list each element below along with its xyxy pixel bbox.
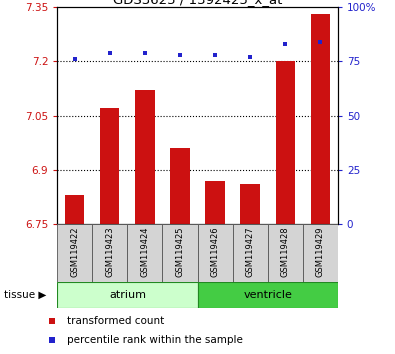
Bar	[135, 90, 154, 224]
Bar	[275, 61, 295, 224]
Bar	[241, 184, 260, 224]
Text: ventricle: ventricle	[243, 290, 292, 300]
Bar	[57, 224, 92, 282]
Text: GSM119427: GSM119427	[246, 227, 255, 278]
Bar	[100, 108, 120, 224]
Text: GSM119422: GSM119422	[70, 227, 79, 278]
Bar	[127, 224, 162, 282]
Text: GSM119425: GSM119425	[175, 227, 184, 278]
Bar	[170, 148, 190, 224]
Bar	[198, 224, 233, 282]
Bar	[65, 195, 85, 224]
Bar	[267, 224, 303, 282]
Text: GSM119426: GSM119426	[211, 227, 220, 278]
Text: tissue ▶: tissue ▶	[4, 290, 46, 300]
Text: GSM119428: GSM119428	[280, 227, 290, 278]
Text: GSM119424: GSM119424	[140, 227, 149, 278]
Bar	[310, 14, 330, 224]
Bar	[162, 224, 198, 282]
Bar	[92, 224, 127, 282]
Title: GDS3625 / 1392425_x_at: GDS3625 / 1392425_x_at	[113, 0, 282, 6]
Bar	[198, 282, 338, 308]
Text: GSM119423: GSM119423	[105, 227, 115, 278]
Text: atrium: atrium	[109, 290, 146, 300]
Text: GSM119429: GSM119429	[316, 227, 325, 278]
Bar	[57, 282, 198, 308]
Bar	[303, 224, 338, 282]
Text: transformed count: transformed count	[67, 316, 164, 326]
Bar	[205, 181, 225, 224]
Bar	[233, 224, 267, 282]
Text: percentile rank within the sample: percentile rank within the sample	[67, 335, 243, 345]
